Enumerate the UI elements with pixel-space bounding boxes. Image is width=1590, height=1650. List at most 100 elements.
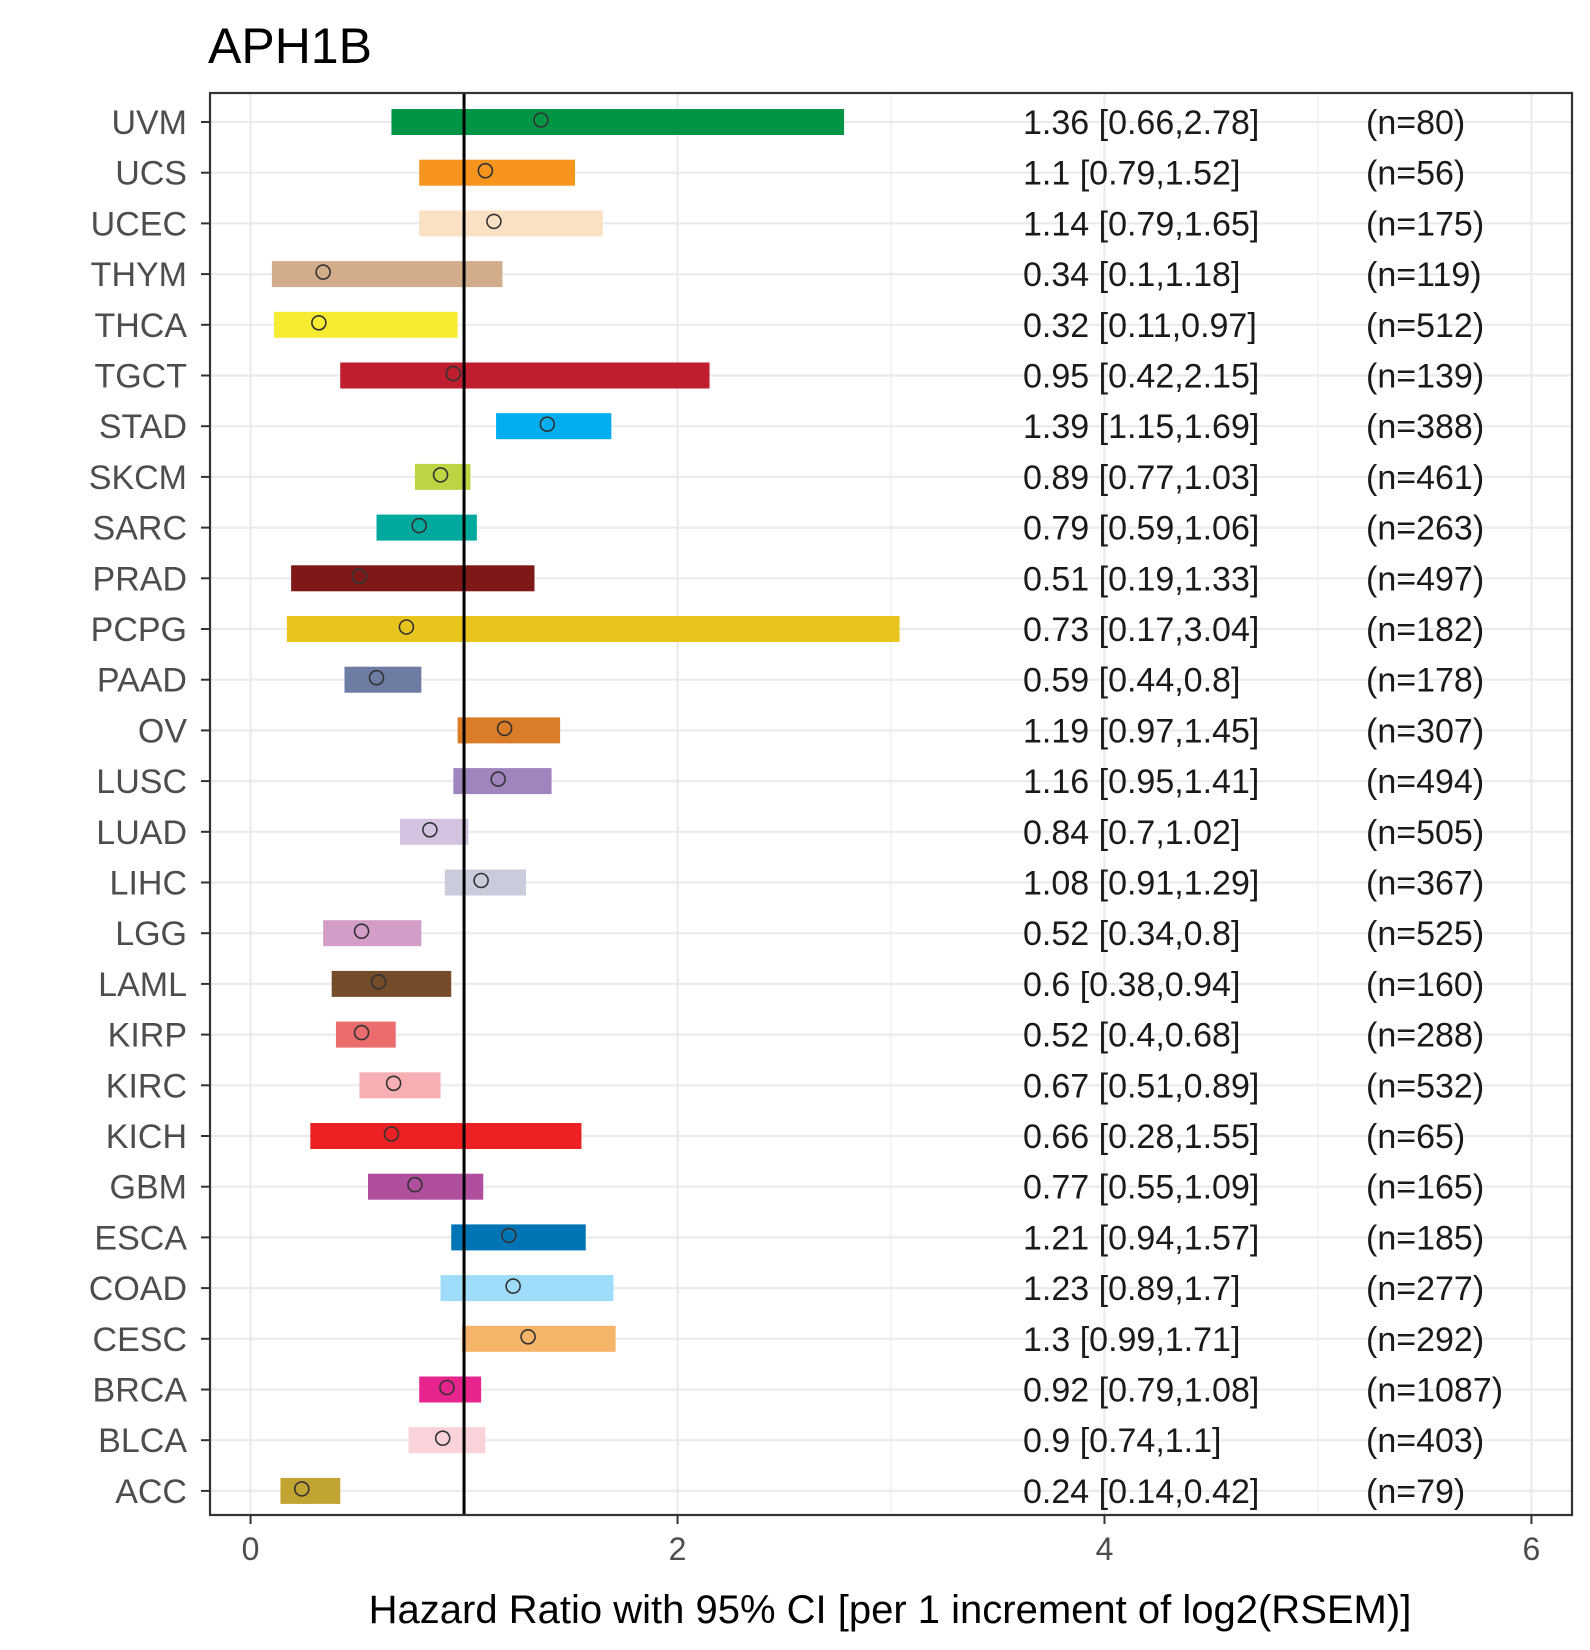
ci-bar-lusc — [453, 768, 552, 795]
sample-size-text: (n=160) — [1366, 966, 1484, 1004]
hr-point-uvm — [533, 112, 549, 128]
sample-size-text: (n=367) — [1366, 865, 1484, 903]
hr-ci-text: 0.67 [0.51,0.89] — [1023, 1067, 1259, 1105]
hr-ci-text: 0.52 [0.34,0.8] — [1023, 915, 1240, 953]
y-tick-label: TGCT — [94, 358, 187, 396]
hr-point-kich — [383, 1126, 400, 1142]
hr-point-luad — [422, 821, 438, 838]
hr-ci-text: 1.14 [0.79,1.65] — [1023, 205, 1259, 243]
hr-point-thym — [315, 264, 331, 280]
hr-ci-text: 0.51 [0.19,1.33] — [1023, 560, 1259, 598]
hr-ci-text: 0.52 [0.4,0.68] — [1023, 1017, 1240, 1055]
hr-ci-text: 0.84 [0.7,1.02] — [1023, 814, 1240, 852]
hr-ci-text: 0.77 [0.55,1.09] — [1023, 1169, 1259, 1207]
y-tick-label: PCPG — [91, 611, 187, 649]
y-tick-label: PRAD — [93, 560, 187, 598]
x-tick-label: 0 — [242, 1531, 260, 1567]
y-tick-label: LAML — [98, 966, 187, 1004]
hr-ci-text: 1.3 [0.99,1.71] — [1023, 1321, 1240, 1359]
hr-ci-text: 1.16 [0.95,1.41] — [1023, 763, 1259, 801]
hr-point-cesc — [520, 1329, 536, 1345]
sample-size-text: (n=182) — [1366, 611, 1484, 649]
hr-point-coad — [505, 1278, 521, 1294]
ci-bar-esca — [451, 1224, 586, 1251]
sample-size-text: (n=56) — [1366, 155, 1465, 193]
ci-bar-ov — [457, 717, 561, 744]
hr-point-acc — [293, 1481, 310, 1497]
hr-point-lihc — [473, 872, 489, 889]
axes-layer: UVM UCS UCEC THYM THCA TGCT STAD SKCM SARC PRAD PC… — [89, 91, 1574, 1567]
sample-size-text: (n=403) — [1366, 1422, 1484, 1460]
annotation-layer: 1.36 [0.66,2.78] (n=80) 1.1 [0.79,1.52] (n=… — [1023, 104, 1503, 1511]
hr-point-skcm — [432, 467, 449, 483]
hr-ci-text: 0.66 [0.28,1.55] — [1023, 1118, 1259, 1156]
y-tick-label: UCS — [115, 155, 187, 193]
y-tick-label: BLCA — [98, 1422, 187, 1460]
hr-point-ucs — [477, 162, 494, 179]
hr-ci-text: 1.1 [0.79,1.52] — [1023, 155, 1240, 193]
sample-size-text: (n=512) — [1366, 307, 1484, 345]
sample-size-text: (n=525) — [1366, 915, 1484, 953]
sample-size-text: (n=79) — [1366, 1473, 1465, 1511]
x-axis-label: Hazard Ratio with 95% CI [per 1 incremen… — [369, 1588, 1412, 1632]
ci-bar-luad — [399, 818, 469, 845]
hr-ci-text: 1.23 [0.89,1.7] — [1023, 1270, 1240, 1308]
hr-ci-text: 1.39 [1.15,1.69] — [1023, 408, 1259, 446]
sample-size-text: (n=497) — [1366, 560, 1484, 598]
y-tick-label: COAD — [89, 1270, 187, 1308]
y-tick-label: KIRC — [106, 1067, 187, 1105]
ci-bar-gbm — [367, 1173, 484, 1200]
hr-point-paad — [368, 669, 385, 686]
hr-point-lusc — [490, 771, 506, 787]
y-tick-label: ESCA — [94, 1219, 187, 1257]
sample-size-text: (n=263) — [1366, 510, 1484, 548]
hr-point-brca — [439, 1379, 455, 1396]
hr-point-blca — [434, 1430, 451, 1446]
hr-ci-text: 0.24 [0.14,0.42] — [1023, 1473, 1259, 1511]
hr-point-sarc — [411, 517, 428, 534]
y-tick-label: SKCM — [89, 459, 187, 497]
ci-bar-pcpg — [286, 616, 900, 642]
y-tick-label: CESC — [93, 1321, 187, 1359]
y-tick-label: KIRP — [108, 1017, 187, 1055]
y-tick-label: THYM — [91, 256, 187, 294]
sample-size-text: (n=165) — [1366, 1169, 1484, 1207]
hr-ci-text: 0.32 [0.11,0.97] — [1023, 307, 1257, 345]
chart-title: APH1B — [208, 18, 372, 74]
ci-bar-uvm — [391, 109, 845, 135]
hr-point-pcpg — [398, 619, 415, 635]
hr-point-stad — [539, 416, 556, 433]
sample-size-text: (n=461) — [1366, 459, 1484, 497]
hr-ci-text: 1.21 [0.94,1.57] — [1023, 1219, 1259, 1257]
y-tick-label: STAD — [99, 408, 187, 446]
sample-size-text: (n=505) — [1366, 814, 1484, 852]
sample-size-text: (n=139) — [1366, 358, 1484, 396]
sample-size-text: (n=175) — [1366, 205, 1484, 243]
hr-point-kirp — [353, 1024, 370, 1041]
y-tick-label: KICH — [106, 1118, 187, 1156]
y-tick-label: LIHC — [110, 865, 187, 903]
sample-size-text: (n=119) — [1366, 256, 1482, 294]
hr-ci-text: 0.89 [0.77,1.03] — [1023, 459, 1259, 497]
ci-bar-kirp — [335, 1021, 396, 1048]
sample-size-text: (n=388) — [1366, 408, 1484, 446]
y-tick-label: SARC — [93, 510, 187, 548]
x-tick-label: 6 — [1523, 1531, 1541, 1567]
x-tick-label: 4 — [1096, 1531, 1114, 1567]
y-tick-label: THCA — [94, 307, 187, 345]
ci-bar-thca — [274, 311, 458, 338]
x-tick-label: 2 — [669, 1531, 687, 1567]
sample-size-text: (n=178) — [1366, 662, 1484, 700]
hr-point-thca — [311, 314, 327, 331]
y-tick-label: BRCA — [93, 1372, 188, 1410]
sample-size-text: (n=1087) — [1366, 1372, 1503, 1410]
hr-points-layer — [293, 112, 556, 1497]
ci-bar-ucs — [419, 159, 576, 186]
y-tick-label: ACC — [115, 1473, 187, 1511]
y-tick-label: UVM — [111, 104, 187, 142]
ci-bar-tgct — [340, 362, 710, 389]
hr-point-gbm — [407, 1176, 423, 1193]
ci-bar-laml — [331, 970, 452, 997]
plot-border — [208, 91, 1574, 1517]
